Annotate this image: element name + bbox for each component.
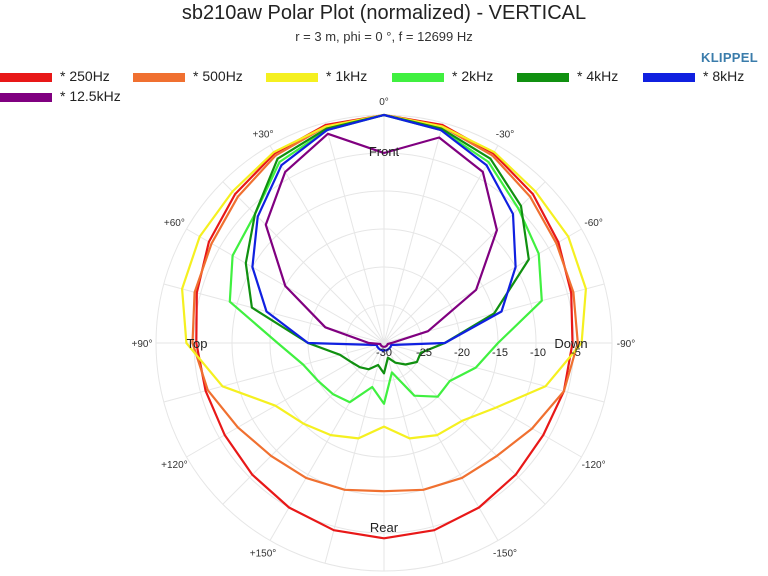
angle-tick-label: +150° [250,549,277,560]
angle-tick-label: -60° [584,218,602,229]
radial-tick-label: -30 [376,347,392,359]
series-trace-8khz [251,113,517,352]
polar-grid [155,114,613,572]
series-trace-1khz [181,113,587,440]
legend-swatch [392,73,444,82]
angle-tick-label: -150° [493,549,517,560]
radial-tick-label: -5 [571,347,581,359]
region-label-down: Down [554,336,587,351]
legend-label: * 2kHz [452,68,494,84]
chart-title: sb210aw Polar Plot (normalized) - VERTIC… [181,2,587,24]
angle-tick-label: -30° [496,129,514,140]
radial-tick-label: -10 [530,347,546,359]
grid-spoke [269,145,385,344]
angle-tick-label: +30° [253,129,274,140]
grid-spoke [383,145,499,344]
grid-spoke [163,342,385,403]
legend-swatch [517,73,569,82]
angle-tick-label: +60° [164,218,185,229]
brand-logo-text: KLIPPEL [701,50,758,65]
polar-traces [181,113,587,540]
chart-subtitle: r = 3 m, phi = 0 °, f = 12699 Hz [295,29,473,44]
legend-label: * 250Hz [60,68,110,84]
legend-label: * 8kHz [703,68,745,84]
radial-tick-label: -15 [492,347,508,359]
legend-label: * 500Hz [193,68,243,84]
series-trace-500hz [191,113,579,493]
series-trace-2khz [228,113,543,405]
legend-swatch [0,73,52,82]
legend-swatch [266,73,318,82]
angle-tick-label: +120° [161,460,188,471]
legend: * 250Hz * 500Hz * 1kHz * 2kHz * 4kHz * 8kHz * … [0,68,768,108]
grid-spoke [383,342,499,541]
grid-spoke [269,342,385,541]
grid-spoke [383,342,546,505]
series-trace-250hz [195,113,574,540]
grid-spoke [383,342,444,564]
region-label-top: Top [187,336,208,351]
legend-label: * 1kHz [326,68,368,84]
legend-label: * 4kHz [577,68,619,84]
radial-tick-label: -20 [454,347,470,359]
legend-label: * 12.5kHz [60,88,121,104]
region-label-front: Front [369,144,400,159]
grid-spoke [383,122,444,344]
grid-spoke [222,181,385,344]
legend-swatch [643,73,695,82]
legend-swatch [133,73,185,82]
angle-tick-label: -120° [582,460,606,471]
series-trace-4khz [244,113,530,375]
polar-labels: 0°-30°-60°-90°-120°-150°+/-180°+150°+120… [132,97,636,560]
grid-spoke [383,228,582,344]
grid-spoke [163,283,385,344]
region-label-rear: Rear [370,520,399,535]
legend-swatch [0,93,52,102]
radial-tick-label: -25 [416,347,432,359]
series-trace-12.5khz [264,132,498,348]
angle-tick-label: +90° [132,339,153,350]
angle-tick-label: -90° [617,339,635,350]
grid-spoke [324,342,385,564]
angle-tick-label: 0° [379,97,389,108]
grid-spoke [324,122,385,344]
